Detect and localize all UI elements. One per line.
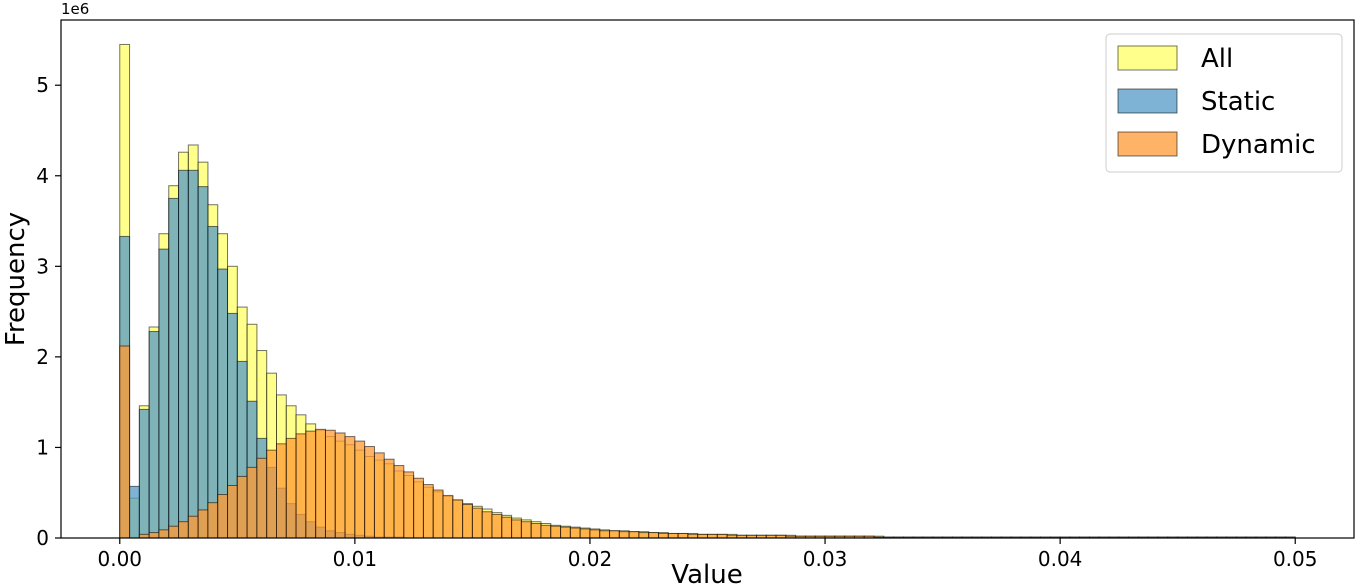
bar-dynamic <box>638 532 650 539</box>
bar-dynamic <box>285 437 297 539</box>
bar-dynamic <box>520 521 532 539</box>
bar-dynamic <box>599 530 611 539</box>
bar-dynamic <box>667 532 679 539</box>
legend: All Static Dynamic <box>1105 33 1343 173</box>
y-tick-label: 5 <box>36 73 49 97</box>
bar-dynamic <box>148 532 160 539</box>
bar-dynamic <box>178 521 189 539</box>
bar-static <box>187 169 199 539</box>
bar-dynamic <box>658 532 669 539</box>
bar-dynamic <box>168 525 180 539</box>
bar-static <box>207 225 219 539</box>
bar-dynamic <box>618 531 630 539</box>
bar-dynamic <box>207 502 219 539</box>
bar-static <box>158 248 170 539</box>
bar-dynamic <box>305 430 317 539</box>
bar-dynamic <box>266 449 278 539</box>
y-tick-label: 4 <box>36 164 49 188</box>
bar-dynamic <box>344 436 356 539</box>
bar-dynamic <box>413 477 424 539</box>
bar-dynamic <box>511 519 522 539</box>
bar-dynamic <box>462 503 473 539</box>
bar-dynamic <box>246 466 258 539</box>
bar-dynamic <box>422 484 434 539</box>
bar-dynamic <box>364 446 375 539</box>
bar-dynamic <box>158 529 170 539</box>
series-dynamic <box>119 345 1296 539</box>
legend-label-all: All <box>1201 44 1233 74</box>
bar-dynamic <box>236 475 248 539</box>
bar-dynamic <box>530 523 542 539</box>
x-tick-label: 0.00 <box>98 547 143 571</box>
x-tick-label: 0.05 <box>1273 547 1318 571</box>
bar-dynamic <box>324 429 336 539</box>
bar-static <box>197 186 209 539</box>
y-axis-label: Frequency <box>1 212 31 346</box>
bar-dynamic <box>677 532 689 539</box>
y-tick-label: 1 <box>36 435 49 459</box>
bar-dynamic <box>628 531 640 539</box>
y-tick-label: 3 <box>36 254 49 278</box>
bar-dynamic <box>373 452 385 539</box>
bar-dynamic <box>609 530 620 539</box>
bar-dynamic <box>217 494 229 539</box>
bar-dynamic <box>354 440 366 539</box>
bar-dynamic <box>501 516 513 539</box>
bar-dynamic <box>540 524 552 539</box>
bar-dynamic <box>334 432 346 539</box>
bar-dynamic <box>383 458 395 539</box>
x-axis: 0.00 0.01 0.02 0.03 0.04 0.05 <box>98 538 1318 571</box>
y-tick-label: 0 <box>36 526 49 550</box>
bar-dynamic <box>403 471 415 539</box>
bar-dynamic <box>560 526 571 539</box>
bar-dynamic <box>119 345 131 539</box>
bar-dynamic <box>579 528 591 539</box>
y-multiplier-label: 1e6 <box>61 0 89 18</box>
x-axis-label: Value <box>671 560 742 586</box>
x-tick-label: 0.04 <box>1038 547 1083 571</box>
legend-swatch-all <box>1117 45 1178 71</box>
legend-label-dynamic: Dynamic <box>1201 130 1316 160</box>
legend-swatch-dynamic <box>1117 131 1178 157</box>
bar-dynamic <box>481 511 493 539</box>
bar-dynamic <box>569 527 581 539</box>
legend-label-static: Static <box>1201 87 1275 117</box>
bar-dynamic <box>452 499 464 539</box>
bar-static <box>129 485 140 539</box>
bar-dynamic <box>315 428 326 539</box>
bar-dynamic <box>442 494 454 539</box>
bar-static <box>148 331 160 539</box>
bar-static <box>178 169 189 539</box>
bar-dynamic <box>648 532 660 539</box>
bar-dynamic <box>256 457 268 539</box>
bar-dynamic <box>227 484 238 539</box>
bar-dynamic <box>471 507 483 539</box>
bar-dynamic <box>393 465 405 539</box>
x-tick-label: 0.01 <box>333 547 378 571</box>
legend-swatch-static <box>1117 88 1178 114</box>
bar-dynamic <box>276 443 287 539</box>
y-axis: 0 1 2 3 4 5 <box>36 73 61 550</box>
x-tick-label: 0.03 <box>803 547 848 571</box>
x-tick-label: 0.02 <box>568 547 613 571</box>
bar-static <box>138 408 150 539</box>
y-tick-label: 2 <box>36 345 49 369</box>
bar-dynamic <box>197 509 209 539</box>
bar-static <box>168 197 180 539</box>
bar-dynamic <box>589 529 601 539</box>
plot-frame <box>60 19 1355 539</box>
bar-dynamic <box>550 525 562 539</box>
bar-dynamic <box>491 513 503 539</box>
bar-dynamic <box>295 433 307 539</box>
bar-dynamic <box>432 489 444 539</box>
bar-dynamic <box>187 515 199 539</box>
